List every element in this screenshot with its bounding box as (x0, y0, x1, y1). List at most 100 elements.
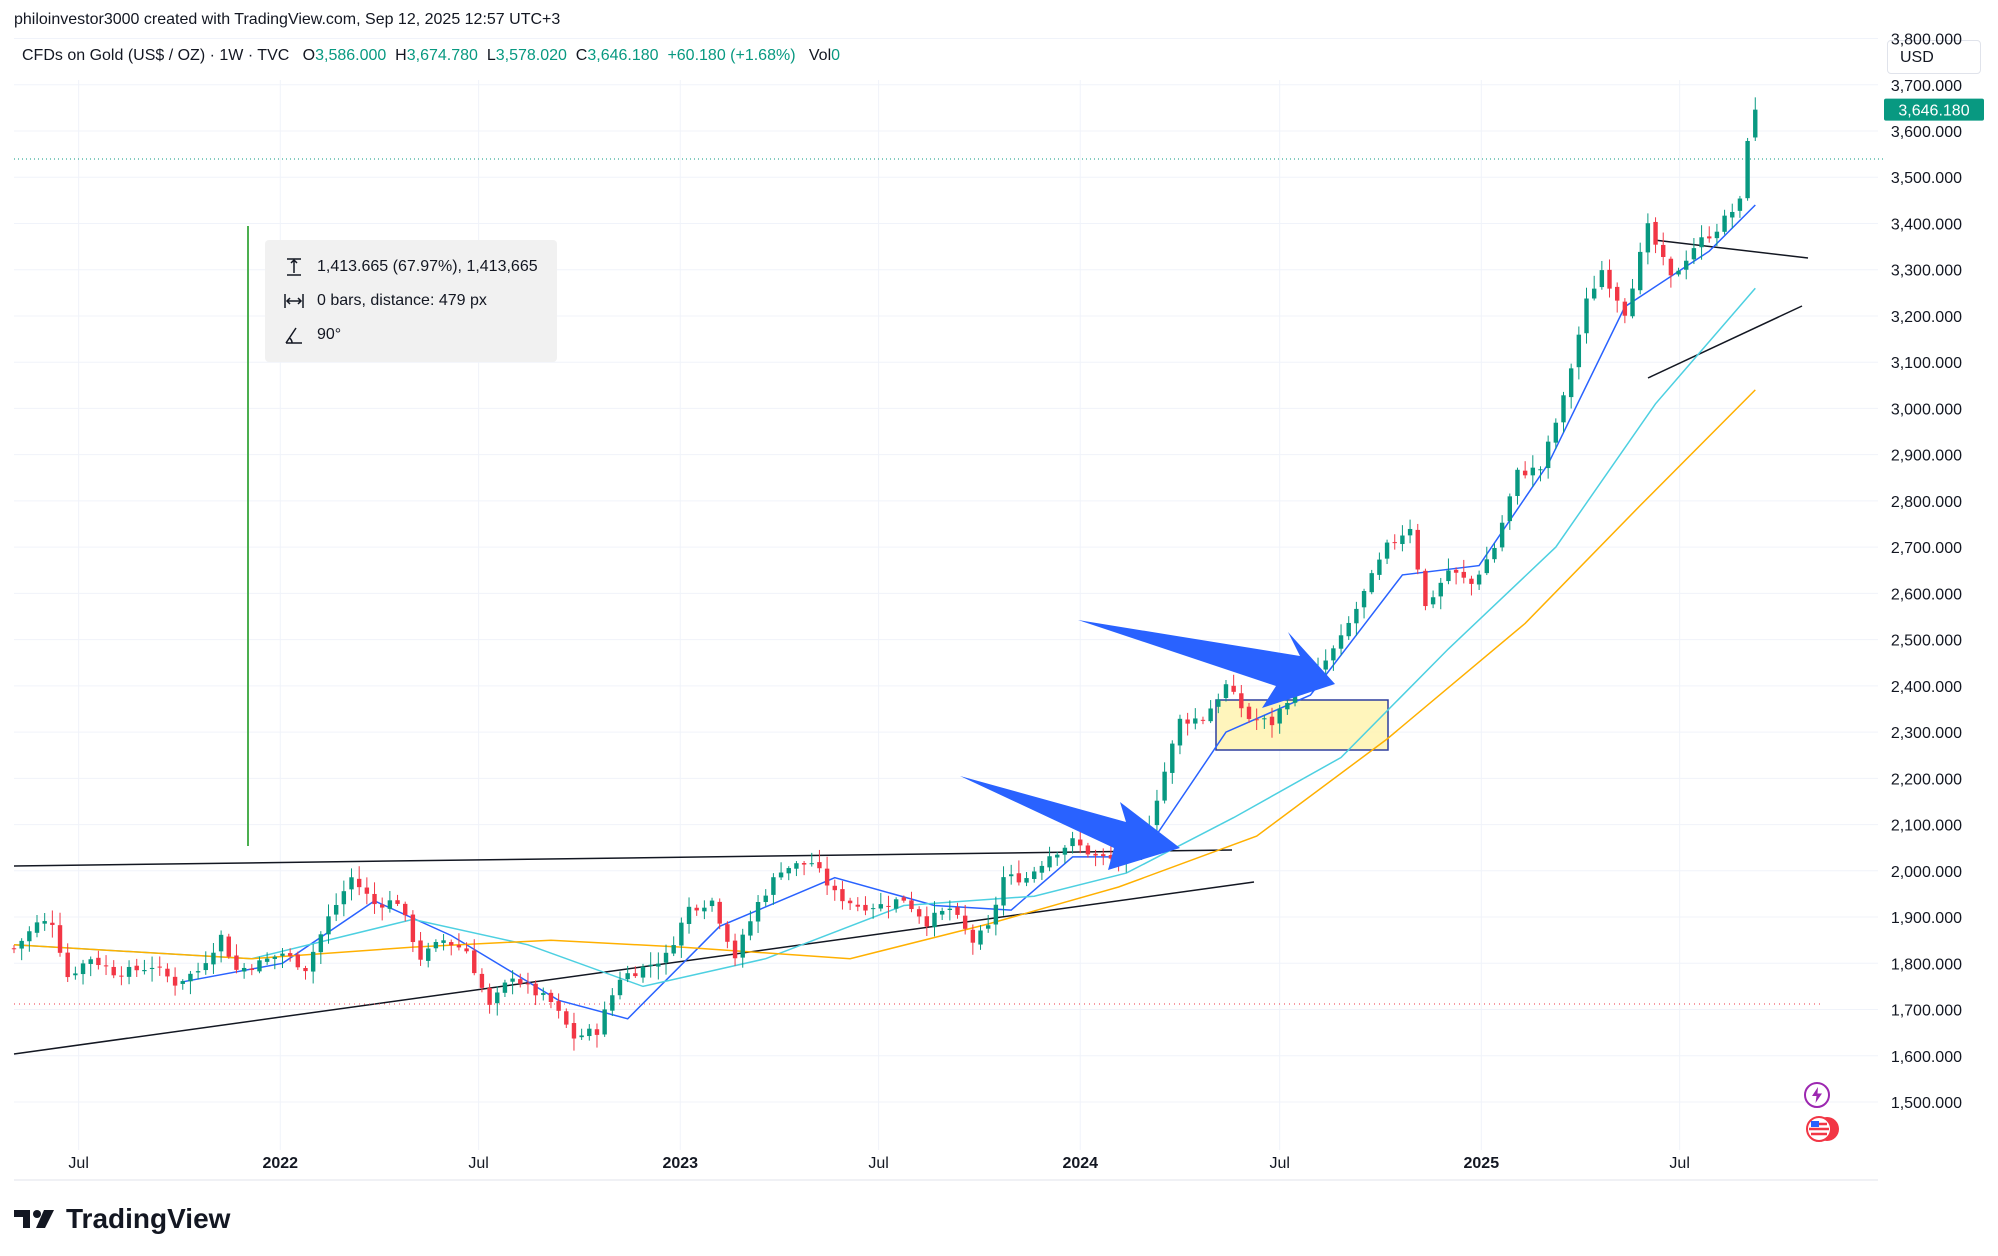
candle-body (1039, 865, 1045, 873)
candle-body (809, 863, 814, 865)
candle-body (794, 863, 799, 869)
price-tick-label: 3,300.000 (1891, 263, 1962, 280)
candle-body (372, 893, 377, 905)
candle-body (295, 954, 301, 968)
us-flag-icon[interactable] (1805, 1114, 1841, 1144)
candle-body (725, 924, 730, 942)
candle-body (548, 992, 554, 1003)
currency-button[interactable]: USD (1887, 40, 1981, 74)
candle-body (1384, 542, 1390, 559)
candle-body (103, 965, 109, 967)
moving-average-line (13, 287, 1756, 988)
symbol-legend[interactable]: CFDs on Gold (US$ / OZ) · 1W · TVC O3,58… (22, 47, 840, 65)
candle-body (410, 914, 416, 942)
candle-body (1323, 660, 1328, 670)
triangle-bottom-line (1647, 305, 1803, 379)
candle-body (1630, 288, 1635, 317)
candle-body (280, 953, 285, 956)
candle-body (479, 973, 485, 988)
candle-body (732, 940, 738, 959)
time-tick-label: Jul (468, 1155, 488, 1172)
candle-body (142, 970, 147, 972)
close-label: C (575, 47, 588, 64)
candle-body (1231, 685, 1236, 692)
chart-attribution: philoinvestor3000 created with TradingVi… (14, 11, 561, 28)
candle-body (1062, 847, 1068, 855)
candle-body (1745, 140, 1750, 199)
measure-angle: 90° (317, 326, 342, 343)
candle-body (594, 1029, 600, 1035)
candle-body (786, 868, 791, 874)
candle-body (1691, 248, 1697, 260)
candle-body (1047, 856, 1052, 868)
price-tick-label: 3,100.000 (1891, 355, 1962, 372)
candle-body (610, 995, 615, 1011)
candle-body (1170, 743, 1175, 773)
candle-body (27, 931, 32, 942)
candle-body (1684, 260, 1689, 270)
candle-body (801, 863, 807, 865)
candle-body (134, 965, 139, 971)
price-tick-label: 2,700.000 (1891, 540, 1962, 557)
candle-body (947, 908, 953, 911)
tradingview-logo[interactable]: TradingView (14, 1203, 230, 1235)
candle-body (1499, 522, 1505, 548)
price-tick-label: 2,400.000 (1891, 679, 1962, 696)
candle-body (579, 1035, 584, 1038)
consolidation-box (1215, 699, 1389, 751)
candle-body (157, 966, 162, 968)
candle-body (149, 967, 155, 970)
price-change: +60.180 (+1.68%) (667, 47, 796, 64)
low-label: L (486, 47, 496, 64)
candle-body (1568, 368, 1574, 398)
candle-body (901, 897, 907, 901)
price-range-icon (287, 258, 301, 276)
candle-body (1200, 719, 1206, 721)
candle-body (1530, 467, 1536, 476)
candle-body (356, 878, 362, 888)
candle-body (717, 901, 722, 924)
open-value: 3,586.000 (315, 47, 387, 64)
candle-body (441, 940, 446, 943)
candle-body (870, 908, 876, 910)
support-trendline (13, 881, 1255, 1055)
candle-body (1354, 608, 1359, 624)
time-tick-label: 2022 (262, 1155, 298, 1172)
candle-body (234, 955, 239, 970)
candle-body (272, 956, 278, 959)
candle-body (119, 975, 124, 977)
price-tick-label: 2,600.000 (1891, 586, 1962, 603)
candle-body (633, 973, 638, 977)
candle-body (1476, 574, 1482, 585)
candle-body (993, 904, 999, 925)
candle-body (195, 971, 201, 973)
candle-body (111, 966, 116, 976)
candle-body (686, 906, 692, 924)
candle-body (1607, 269, 1612, 289)
candle-body (11, 948, 17, 950)
angle-icon (285, 327, 302, 344)
candle-body (303, 968, 308, 972)
candle-body (1400, 535, 1405, 545)
candle-body (1154, 800, 1160, 826)
price-axis: 1,500.000 1,600.000 1,700.000 1,800.000 1,90… (1891, 32, 1962, 1112)
candle-body (832, 885, 837, 891)
candle-body (1078, 839, 1083, 846)
lightning-icon[interactable] (1803, 1081, 1831, 1109)
candle-body (165, 968, 170, 977)
close-value: 3,646.180 (587, 47, 659, 64)
candle-body (939, 910, 945, 915)
candle-body (1223, 684, 1229, 699)
candle-body (333, 904, 339, 915)
candle-body (1453, 569, 1459, 573)
candle-body (1346, 622, 1351, 637)
candle-body (1032, 871, 1037, 879)
candle-body (1638, 251, 1643, 291)
drawing-overlays-front: 3,646.180 (960, 98, 1984, 870)
last-price-badge (1884, 98, 1984, 121)
candle-body (1645, 223, 1651, 253)
symbol-name[interactable]: CFDs on Gold (US$ / OZ) · 1W · TVC (22, 47, 290, 64)
candle-body (349, 877, 354, 890)
candle-body (1561, 395, 1566, 423)
